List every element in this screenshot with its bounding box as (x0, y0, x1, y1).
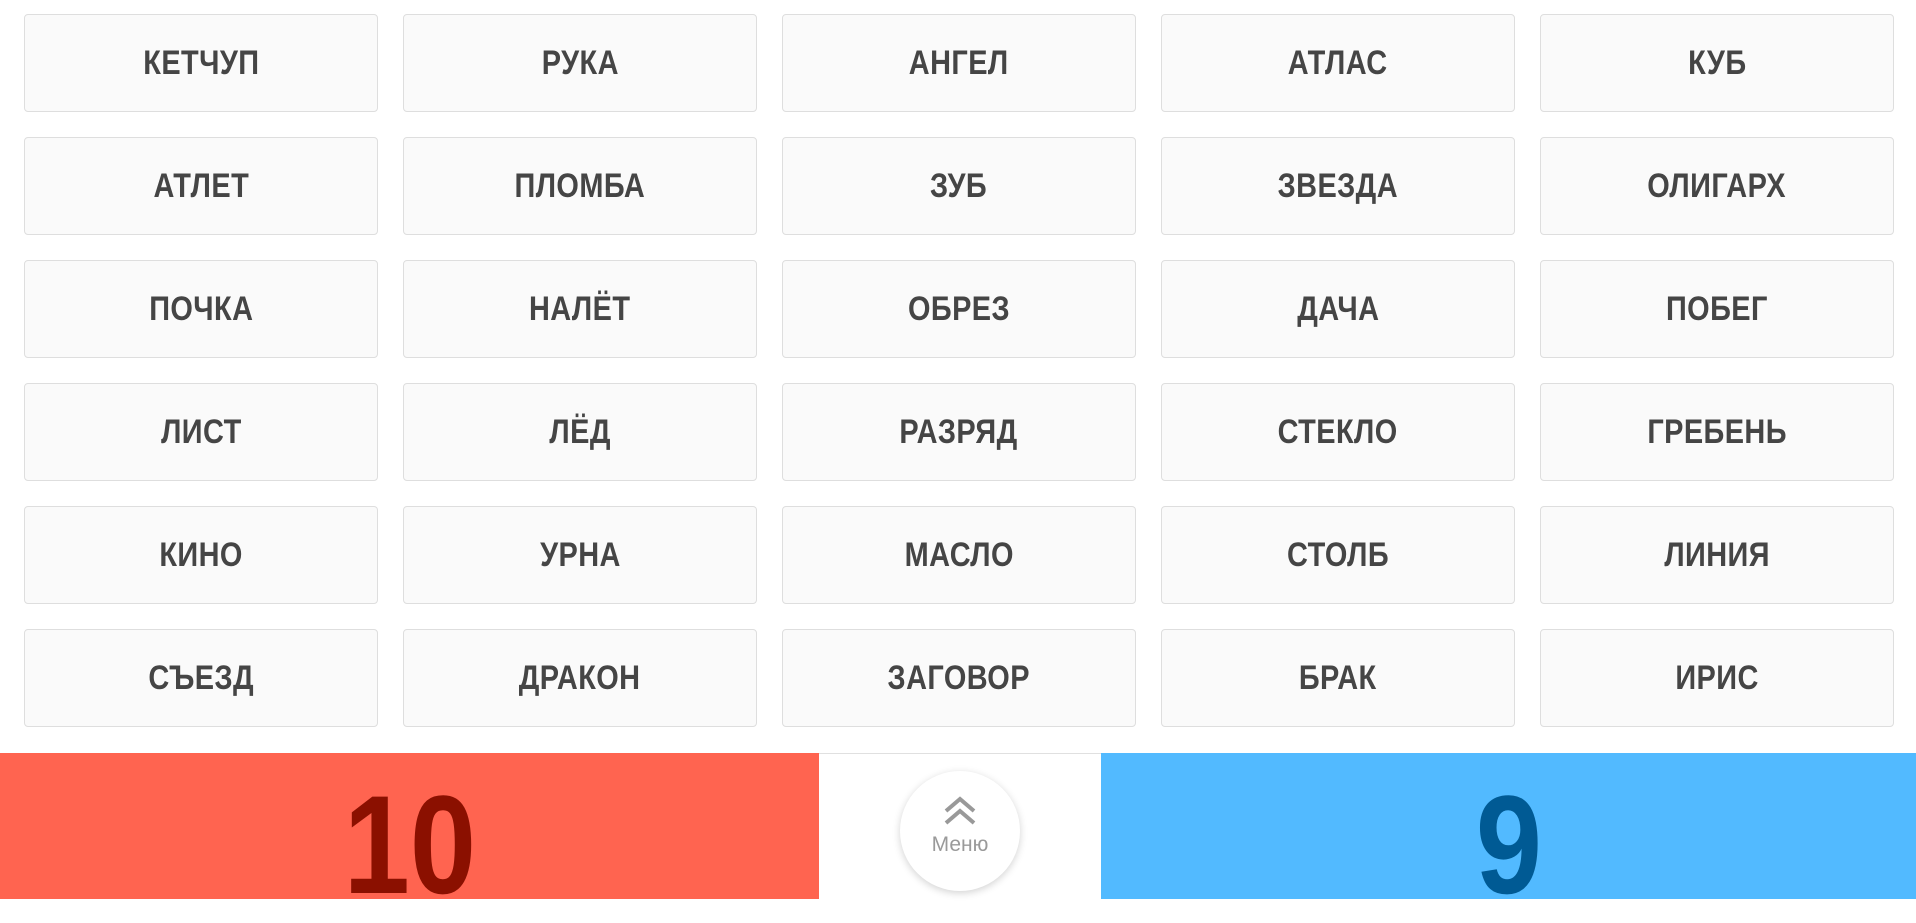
word-card[interactable]: ГРЕБЕНЬ (1540, 383, 1894, 481)
word-card[interactable]: ЗАГОВОР (782, 629, 1136, 727)
word-card[interactable]: ПОЧКА (24, 260, 378, 358)
word-card-label: ОЛИГАРХ (1647, 166, 1787, 205)
word-card[interactable]: НАЛЁТ (403, 260, 757, 358)
word-card[interactable]: КЕТЧУП (24, 14, 378, 112)
word-card[interactable]: ЗВЕЗДА (1161, 137, 1515, 235)
word-card-label: ЛЁД (549, 412, 611, 451)
word-card-label: ГРЕБЕНЬ (1647, 412, 1787, 451)
word-card[interactable]: РАЗРЯД (782, 383, 1136, 481)
word-card[interactable]: ДАЧА (1161, 260, 1515, 358)
word-card-label: ЗВЕЗДА (1277, 166, 1399, 205)
word-card-label: КЕТЧУП (142, 43, 260, 82)
menu-button[interactable]: Меню (900, 771, 1020, 891)
word-card-label: АТЛЕТ (153, 166, 249, 205)
word-card-label: ДРАКОН (519, 658, 641, 697)
menu-label: Меню (931, 833, 989, 856)
word-card[interactable]: КИНО (24, 506, 378, 604)
word-card-label: КУБ (1687, 43, 1747, 82)
word-card-label: ЛИСТ (160, 412, 242, 451)
word-card[interactable]: БРАК (1161, 629, 1515, 727)
word-card-label: СТЕКЛО (1277, 412, 1399, 451)
word-card-label: ДАЧА (1296, 289, 1380, 328)
word-card-label: БРАК (1299, 658, 1377, 697)
word-card-label: ЗАГОВОР (887, 658, 1031, 697)
double-chevron-up-icon (944, 796, 976, 825)
word-card[interactable]: ПОБЕГ (1540, 260, 1894, 358)
word-card-label: АНГЕЛ (909, 43, 1009, 82)
word-card-label: ЛИНИЯ (1664, 535, 1770, 574)
word-card[interactable]: ЛИСТ (24, 383, 378, 481)
word-card[interactable]: СТЕКЛО (1161, 383, 1515, 481)
score-bar (0, 753, 1916, 900)
word-card-label: АТЛАС (1288, 43, 1388, 82)
word-card[interactable]: РУКА (403, 14, 757, 112)
word-grid: КЕТЧУП РУКА АНГЕЛ АТЛАС КУБ АТЛЕТ ПЛОМБА ЗУБ ЗВЕ… (24, 14, 1894, 727)
word-card-label: ПЛОМБА (514, 166, 646, 205)
word-card-label: РУКА (541, 43, 619, 82)
word-card-label: РАЗРЯД (899, 412, 1019, 451)
word-card[interactable]: ЛИНИЯ (1540, 506, 1894, 604)
word-card[interactable]: МАСЛО (782, 506, 1136, 604)
word-card-label: НАЛЁТ (529, 289, 631, 328)
word-card-label: МАСЛО (904, 535, 1014, 574)
word-card[interactable]: ЛЁД (403, 383, 757, 481)
word-card-label: УРНА (539, 535, 621, 574)
word-card[interactable]: АТЛАС (1161, 14, 1515, 112)
word-card-label: ЗУБ (930, 166, 988, 205)
word-card[interactable]: СЪЕЗД (24, 629, 378, 727)
word-card[interactable]: ОЛИГАРХ (1540, 137, 1894, 235)
word-card[interactable]: ДРАКОН (403, 629, 757, 727)
word-card[interactable]: ОБРЕЗ (782, 260, 1136, 358)
red-team-score-panel: 10 (0, 753, 819, 923)
word-card[interactable]: КУБ (1540, 14, 1894, 112)
word-card-label: ПОЧКА (148, 289, 254, 328)
word-card[interactable]: ИРИС (1540, 629, 1894, 727)
blue-team-score-panel: 9 (1101, 753, 1916, 923)
word-card-label: СЪЕЗД (148, 658, 254, 697)
word-card[interactable]: АНГЕЛ (782, 14, 1136, 112)
word-card-label: ПОБЕГ (1666, 289, 1768, 328)
red-team-score: 10 (343, 766, 476, 923)
word-card-label: КИНО (159, 535, 243, 574)
word-card-label: ИРИС (1675, 658, 1759, 697)
word-card[interactable]: ПЛОМБА (403, 137, 757, 235)
word-card[interactable]: УРНА (403, 506, 757, 604)
word-card[interactable]: ЗУБ (782, 137, 1136, 235)
word-card-label: ОБРЕЗ (907, 289, 1011, 328)
word-card[interactable]: СТОЛБ (1161, 506, 1515, 604)
word-card[interactable]: АТЛЕТ (24, 137, 378, 235)
blue-team-score: 9 (1475, 766, 1542, 923)
word-card-label: СТОЛБ (1286, 535, 1390, 574)
